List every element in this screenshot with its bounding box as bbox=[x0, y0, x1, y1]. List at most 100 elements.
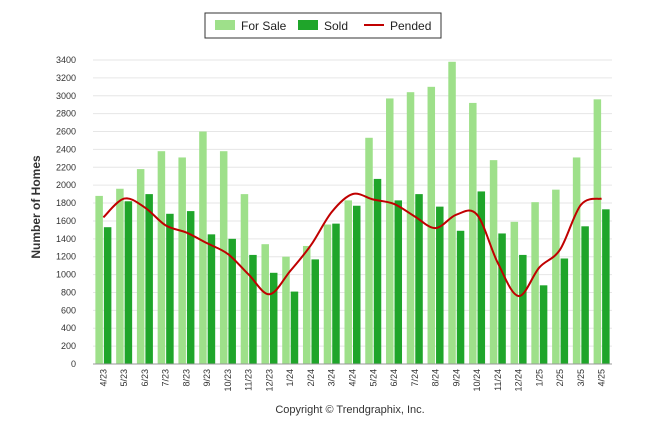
y-tick-label: 3400 bbox=[56, 55, 76, 65]
bar-sold bbox=[373, 178, 382, 364]
bar-for-sale bbox=[178, 157, 186, 364]
y-tick-label: 2200 bbox=[56, 162, 76, 172]
x-tick-label: 2/25 bbox=[555, 369, 565, 387]
bar-sold bbox=[124, 201, 133, 364]
bar-for-sale bbox=[593, 99, 602, 364]
legend-box bbox=[204, 12, 442, 39]
bar-for-sale bbox=[323, 224, 332, 364]
y-axis-label: Number of Homes bbox=[29, 155, 43, 259]
x-tick-label: 10/24 bbox=[472, 369, 482, 392]
bar-sold bbox=[311, 259, 319, 364]
y-tick-label: 3000 bbox=[56, 91, 76, 101]
bar-sold bbox=[602, 209, 610, 364]
bar-sold bbox=[166, 213, 174, 364]
x-tick-label: 2/24 bbox=[306, 369, 316, 387]
y-tick-label: 800 bbox=[61, 287, 76, 297]
bar-sold bbox=[290, 291, 299, 364]
bar-sold bbox=[477, 191, 486, 364]
bar-sold bbox=[519, 254, 527, 364]
bar-for-sale bbox=[489, 160, 498, 364]
x-tick-label: 10/23 bbox=[223, 369, 233, 392]
x-tick-label: 6/23 bbox=[140, 369, 150, 387]
bar-sold bbox=[332, 223, 340, 364]
legend-label-for-sale: For Sale bbox=[241, 19, 287, 33]
bar-for-sale bbox=[469, 102, 477, 364]
bar-sold bbox=[103, 227, 112, 364]
bar-for-sale bbox=[427, 86, 436, 364]
bar-for-sale bbox=[365, 137, 373, 364]
bar-sold bbox=[207, 234, 216, 364]
y-axis-ticks: 0 200 400 600 800 1000 1200 1400 1600 1800 2000 220… bbox=[56, 55, 76, 369]
bar-for-sale bbox=[282, 256, 290, 364]
bar-sold bbox=[186, 211, 195, 364]
copyright-text: Copyright © Trendgraphix, Inc. bbox=[275, 404, 424, 416]
bar-sold bbox=[145, 194, 153, 364]
pended-line-group bbox=[102, 192, 602, 298]
legend-label-sold: Sold bbox=[324, 19, 348, 33]
x-tick-label: 8/23 bbox=[181, 369, 191, 387]
y-tick-label: 1800 bbox=[56, 198, 76, 208]
bar-for-sale bbox=[261, 244, 269, 364]
y-tick-label: 2000 bbox=[56, 180, 76, 190]
x-tick-label: 3/24 bbox=[327, 369, 337, 387]
x-tick-label: 12/24 bbox=[514, 369, 524, 392]
bar-sold bbox=[539, 285, 548, 364]
bar-sold bbox=[560, 258, 569, 364]
y-tick-label: 1400 bbox=[56, 234, 76, 244]
x-tick-label: 9/23 bbox=[202, 369, 212, 387]
y-tick-label: 200 bbox=[61, 341, 76, 351]
x-tick-label: 11/23 bbox=[244, 369, 254, 391]
bar-for-sale bbox=[302, 245, 311, 364]
x-tick-label: 9/24 bbox=[451, 369, 461, 387]
x-tick-label: 7/23 bbox=[161, 369, 171, 387]
bar-for-sale bbox=[95, 195, 103, 364]
bar-sold bbox=[456, 230, 465, 364]
x-tick-label: 5/23 bbox=[119, 369, 129, 387]
x-tick-label: 3/25 bbox=[576, 369, 586, 387]
y-tick-label: 1200 bbox=[56, 252, 76, 262]
legend-swatch-for-sale bbox=[215, 20, 235, 30]
y-tick-label: 0 bbox=[71, 359, 76, 369]
bar-sold bbox=[436, 206, 444, 364]
x-tick-label: 4/24 bbox=[348, 369, 358, 387]
bar-for-sale bbox=[572, 157, 581, 364]
bar-sold bbox=[498, 233, 506, 364]
x-axis-ticks: 4/23 5/23 6/23 7/23 8/23 9/23 10/23 11/23 12/23 1… bbox=[98, 369, 606, 392]
x-tick-label: 1/24 bbox=[285, 369, 295, 387]
bar-for-sale bbox=[406, 92, 415, 364]
legend-label-pended: Pended bbox=[390, 19, 431, 33]
x-tick-label: 4/23 bbox=[98, 369, 108, 387]
bar-for-sale bbox=[448, 61, 456, 364]
bar-for-sale bbox=[136, 169, 145, 364]
bar-for-sale bbox=[386, 98, 394, 365]
bar-sold bbox=[269, 272, 278, 364]
x-tick-label: 7/24 bbox=[410, 369, 420, 387]
bar-for-sale bbox=[552, 189, 560, 364]
bar-for-sale bbox=[116, 188, 124, 364]
x-tick-label: 6/24 bbox=[389, 369, 399, 387]
y-tick-label: 600 bbox=[61, 305, 76, 315]
bars bbox=[95, 61, 610, 365]
y-tick-label: 2800 bbox=[56, 109, 76, 119]
bar-sold bbox=[228, 238, 236, 364]
bar-for-sale bbox=[240, 194, 249, 364]
y-tick-label: 2400 bbox=[56, 144, 76, 154]
bar-sold bbox=[394, 200, 403, 364]
x-tick-label: 12/23 bbox=[264, 369, 274, 392]
x-tick-label: 5/24 bbox=[368, 369, 378, 387]
bar-for-sale bbox=[219, 151, 228, 364]
legend: For Sale Sold Pended bbox=[204, 12, 442, 39]
y-tick-label: 1000 bbox=[56, 270, 76, 280]
bar-for-sale bbox=[199, 131, 207, 364]
y-tick-label: 3200 bbox=[56, 73, 76, 83]
y-tick-label: 400 bbox=[61, 323, 76, 333]
x-tick-label: 8/24 bbox=[431, 369, 441, 387]
bar-sold bbox=[581, 226, 589, 364]
legend-swatch-sold bbox=[298, 20, 318, 30]
bar-for-sale bbox=[344, 200, 352, 364]
y-tick-label: 2600 bbox=[56, 127, 76, 137]
bar-for-sale bbox=[157, 151, 166, 364]
bar-sold bbox=[353, 205, 361, 364]
x-tick-label: 4/25 bbox=[597, 369, 607, 387]
